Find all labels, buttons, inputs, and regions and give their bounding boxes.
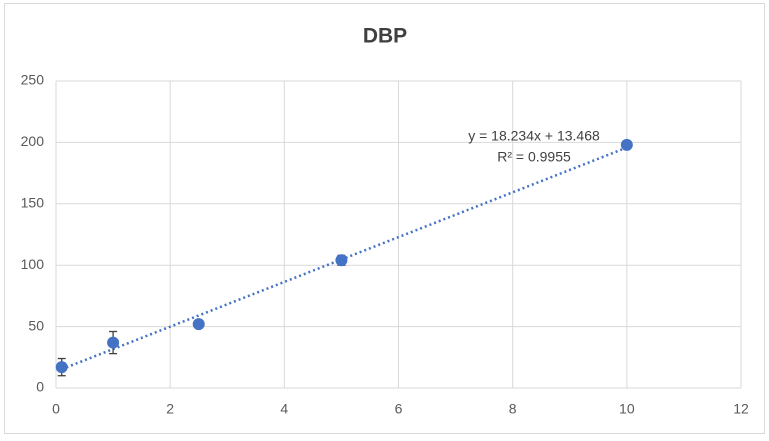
y-tick-label: 0 xyxy=(36,379,44,395)
trendline-equation: y = 18.234x + 13.468 xyxy=(468,128,600,144)
x-tick-label: 10 xyxy=(619,401,635,417)
x-tick-label: 4 xyxy=(280,401,288,417)
chart-area xyxy=(4,3,765,434)
point xyxy=(620,138,633,151)
point xyxy=(55,361,68,374)
y-tick-label: 200 xyxy=(21,133,45,149)
y-tick-label: 150 xyxy=(21,195,45,211)
x-tick-label: 2 xyxy=(166,401,174,417)
point xyxy=(107,336,120,349)
x-tick-label: 6 xyxy=(395,401,403,417)
x-tick-label: 12 xyxy=(733,401,749,417)
point xyxy=(192,318,205,331)
point xyxy=(335,254,348,267)
trendline xyxy=(61,146,628,371)
x-tick-label: 8 xyxy=(509,401,517,417)
y-tick-label: 100 xyxy=(21,256,45,272)
x-tick-label: 0 xyxy=(52,401,60,417)
y-tick-label: 250 xyxy=(21,72,45,88)
trendline-r2: R² = 0.9955 xyxy=(497,149,571,165)
y-tick-label: 50 xyxy=(28,317,44,333)
chart-title: DBP xyxy=(363,25,407,48)
